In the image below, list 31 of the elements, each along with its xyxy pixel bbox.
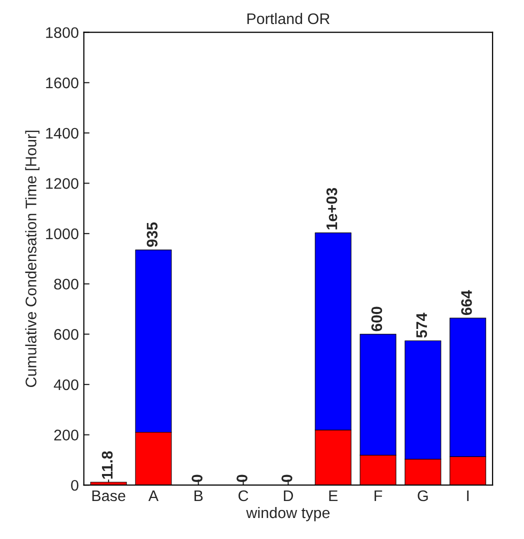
x-tick-label: E <box>329 490 338 502</box>
total-label: 0 <box>236 474 248 482</box>
x-tick-label: Base <box>92 490 126 502</box>
x-tick-label: F <box>374 490 382 502</box>
y-tick-label: 1600 <box>46 78 78 88</box>
x-tick-label: I <box>467 490 469 502</box>
chart-title: Portland OR <box>247 12 330 24</box>
y-tick-label: 0 <box>71 480 78 491</box>
x-tick-label: G <box>418 490 428 502</box>
total-label: 664 <box>461 290 472 316</box>
y-tick-label: 400 <box>54 379 78 390</box>
x-tick-label: D <box>284 490 293 502</box>
total-label: 0 <box>281 474 292 482</box>
total-label: 574 <box>416 312 428 338</box>
total-label: 600 <box>371 306 382 332</box>
y-axis-title: Cumulative Condensation Time [Hour] <box>25 130 40 388</box>
y-tick-label: 200 <box>54 430 78 440</box>
x-tick-label: A <box>148 490 159 502</box>
x-tick-label: C <box>238 490 248 502</box>
total-label: 935 <box>146 222 158 247</box>
x-tick-label: B <box>194 490 203 502</box>
y-tick-label: 800 <box>54 278 78 290</box>
total-label: 1e+03 <box>326 188 338 230</box>
total-label: 11.8 <box>102 451 113 479</box>
total-label: 0 <box>192 474 202 482</box>
y-tick-label: 1400 <box>46 128 78 139</box>
y-tick-label: 1000 <box>46 228 78 240</box>
y-tick-label: 1800 <box>46 27 78 38</box>
x-axis-title: window type <box>246 506 330 522</box>
y-tick-label: 600 <box>54 329 78 340</box>
y-tick-label: 1200 <box>46 178 78 189</box>
